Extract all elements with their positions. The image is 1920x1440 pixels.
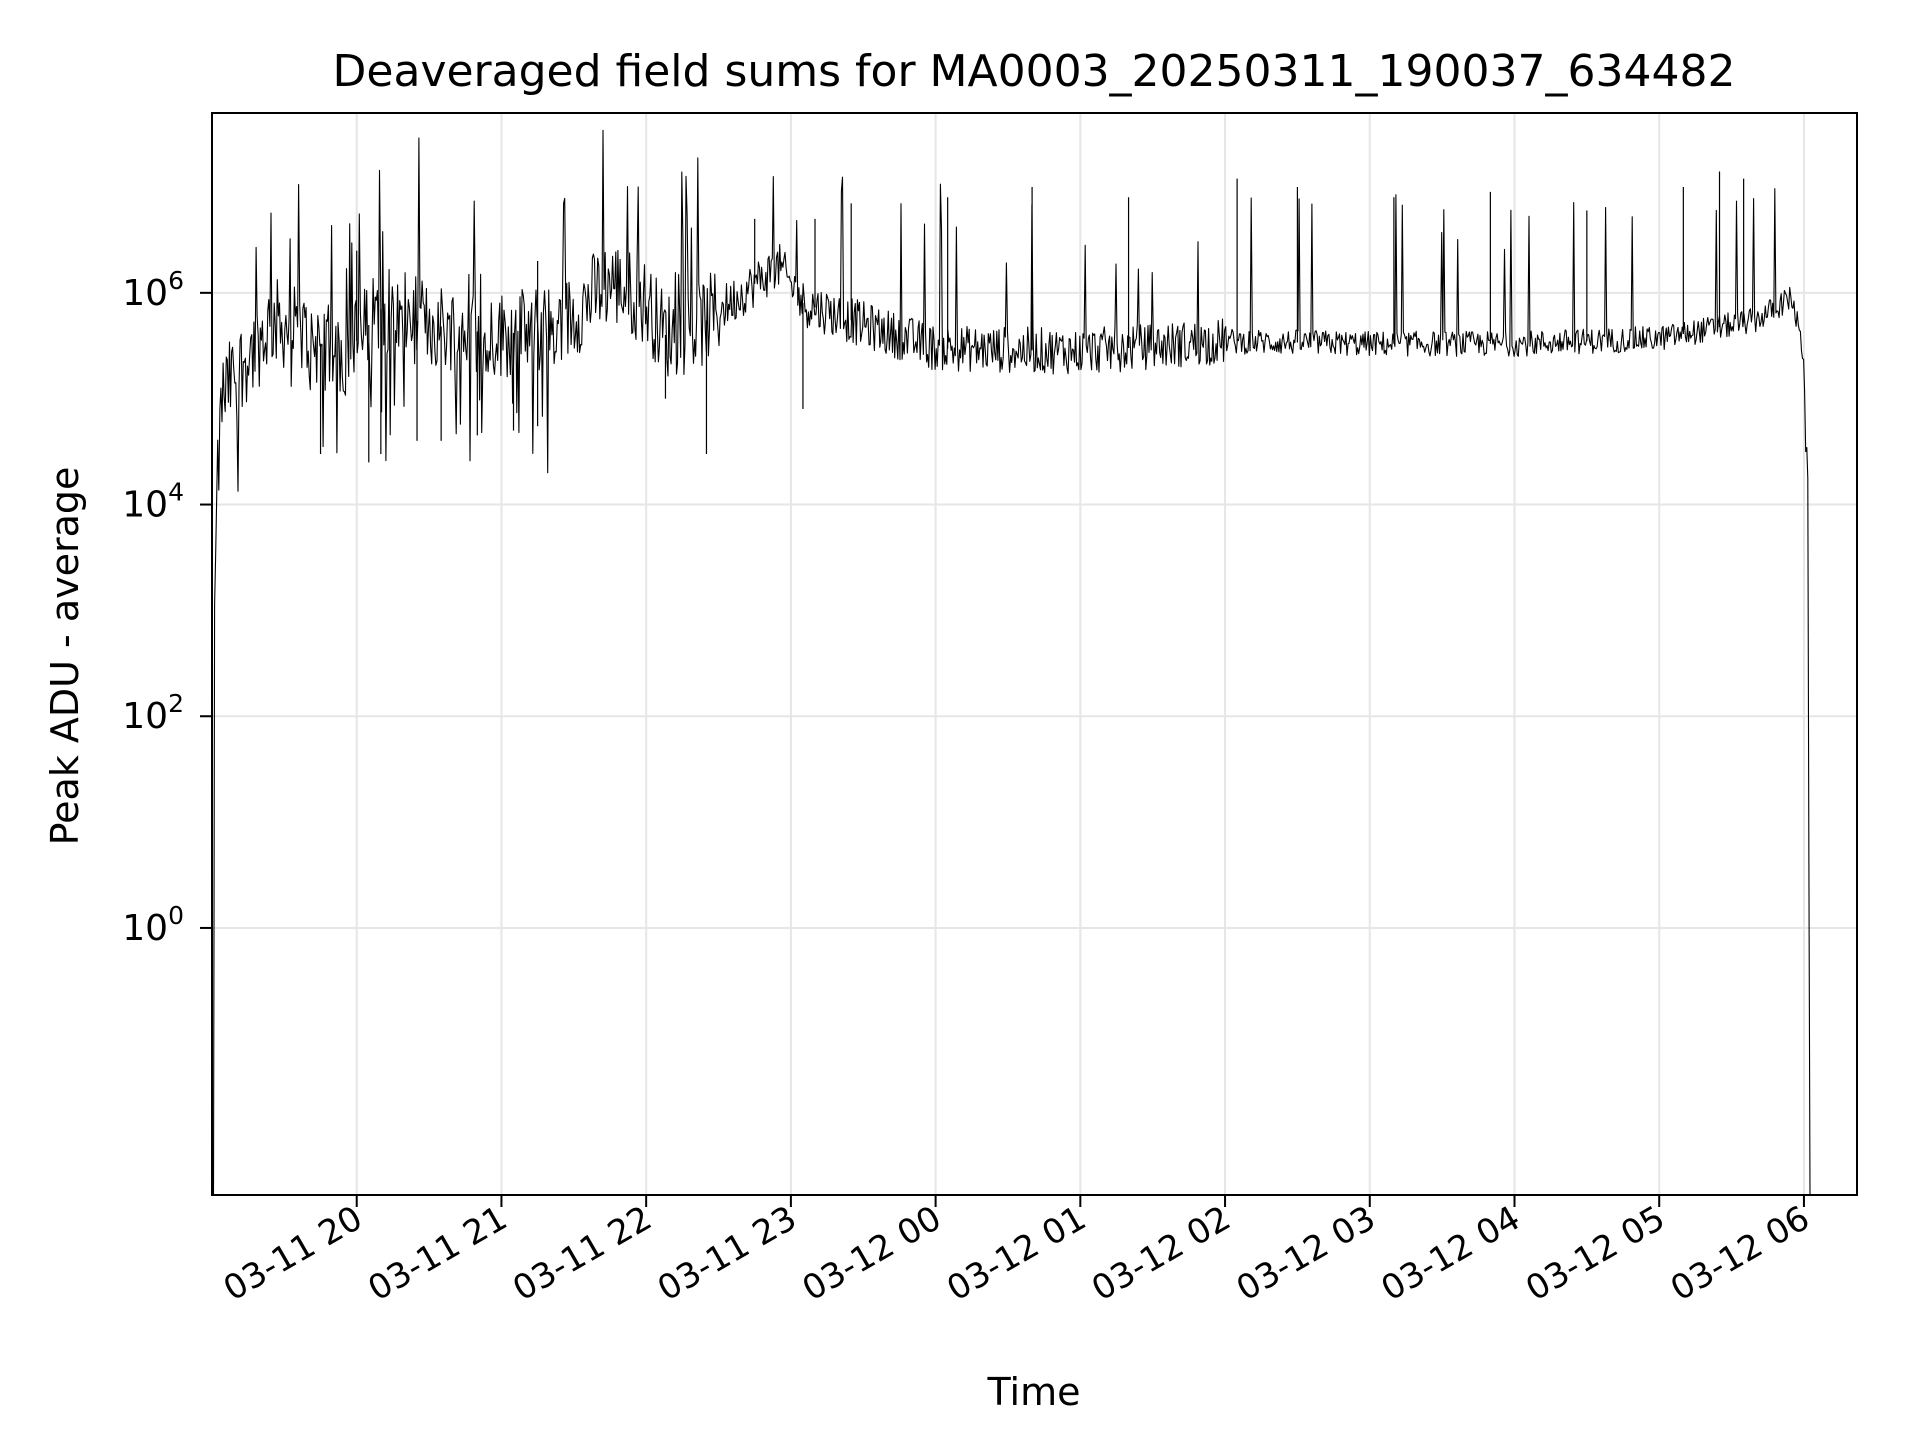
- plot-area-frame: [211, 112, 1858, 1196]
- chart-title: Deaveraged field sums for MA0003_2025031…: [333, 46, 1736, 97]
- y-tick-label: 104: [122, 478, 184, 526]
- y-tick-label: 102: [122, 689, 184, 737]
- y-tick-label: 100: [122, 901, 184, 949]
- series-line: [212, 129, 1811, 1196]
- series-peak-adu: [212, 129, 1811, 1196]
- y-axis-label: Peak ADU - average: [43, 467, 87, 846]
- y-tick-exponent: 4: [168, 478, 184, 507]
- y-tick-exponent: 0: [168, 901, 184, 930]
- x-axis-label: Time: [987, 1370, 1081, 1414]
- y-tick-label: 106: [122, 266, 184, 314]
- y-tick-base: 10: [122, 273, 168, 314]
- series-spikes: [319, 171, 1745, 463]
- y-tick-base: 10: [122, 485, 168, 526]
- y-tick-exponent: 6: [168, 266, 184, 295]
- gridlines: [212, 113, 1857, 1195]
- y-tick-base: 10: [122, 908, 168, 949]
- y-tick-exponent: 2: [168, 689, 184, 718]
- y-tick-base: 10: [122, 696, 168, 737]
